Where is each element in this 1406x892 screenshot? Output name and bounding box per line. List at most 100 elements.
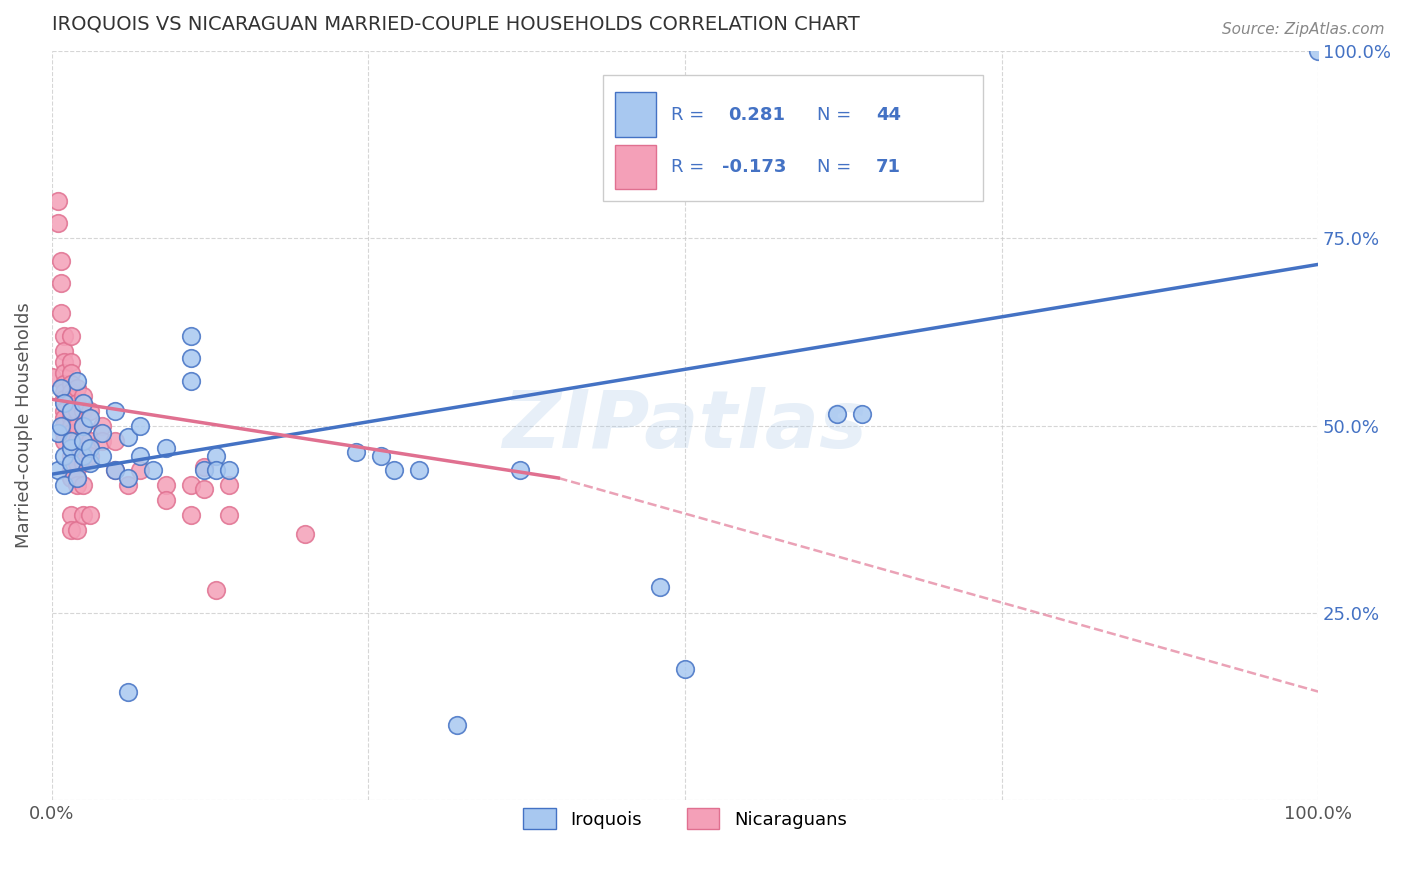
Bar bbox=[616, 92, 655, 137]
Point bbox=[79, 411, 101, 425]
Legend: Iroquois, Nicaraguans: Iroquois, Nicaraguans bbox=[516, 801, 853, 836]
Point bbox=[59, 456, 82, 470]
Point bbox=[205, 583, 228, 598]
Point bbox=[49, 253, 72, 268]
Point bbox=[66, 418, 89, 433]
Point bbox=[53, 396, 76, 410]
Text: -0.173: -0.173 bbox=[721, 158, 786, 176]
Point bbox=[509, 463, 531, 477]
Point bbox=[79, 449, 101, 463]
Point bbox=[66, 374, 89, 388]
Point bbox=[91, 434, 114, 448]
Point bbox=[59, 377, 82, 392]
Point bbox=[72, 434, 94, 448]
Text: N =: N = bbox=[817, 105, 856, 123]
Point bbox=[155, 478, 177, 492]
Point bbox=[72, 449, 94, 463]
FancyBboxPatch shape bbox=[603, 75, 983, 201]
Point bbox=[59, 463, 82, 477]
Bar bbox=[616, 145, 655, 189]
Point bbox=[104, 403, 127, 417]
Point bbox=[66, 403, 89, 417]
Point bbox=[294, 527, 316, 541]
Point bbox=[59, 384, 82, 399]
Point bbox=[117, 684, 139, 698]
Point bbox=[49, 381, 72, 395]
Point bbox=[193, 459, 215, 474]
Point bbox=[117, 471, 139, 485]
Text: 44: 44 bbox=[876, 105, 901, 123]
Point bbox=[66, 456, 89, 470]
Point bbox=[91, 425, 114, 440]
Point bbox=[218, 463, 240, 477]
Point bbox=[129, 449, 152, 463]
Point bbox=[53, 449, 76, 463]
Point bbox=[370, 449, 392, 463]
Point bbox=[59, 403, 82, 417]
Point bbox=[46, 425, 69, 440]
Point bbox=[59, 508, 82, 523]
Point bbox=[66, 449, 89, 463]
Point bbox=[648, 580, 671, 594]
Point bbox=[79, 508, 101, 523]
Point bbox=[59, 366, 82, 380]
Point bbox=[59, 418, 82, 433]
Point bbox=[59, 434, 82, 448]
Point bbox=[382, 463, 405, 477]
Point bbox=[142, 463, 165, 477]
Point bbox=[218, 478, 240, 492]
Point bbox=[59, 471, 82, 485]
Point bbox=[53, 478, 76, 492]
Point bbox=[46, 463, 69, 477]
Point bbox=[104, 434, 127, 448]
Point bbox=[46, 194, 69, 208]
Point bbox=[180, 328, 202, 343]
Point bbox=[91, 449, 114, 463]
Point bbox=[53, 392, 76, 407]
Text: ZIPatlas: ZIPatlas bbox=[502, 386, 868, 465]
Text: N =: N = bbox=[817, 158, 856, 176]
Text: 0.281: 0.281 bbox=[728, 105, 785, 123]
Point bbox=[66, 396, 89, 410]
Point bbox=[53, 355, 76, 369]
Point bbox=[446, 718, 468, 732]
Point bbox=[59, 392, 82, 407]
Point bbox=[673, 662, 696, 676]
Point bbox=[53, 377, 76, 392]
Point bbox=[180, 351, 202, 365]
Point bbox=[155, 493, 177, 508]
Point bbox=[104, 463, 127, 477]
Point bbox=[53, 434, 76, 448]
Point bbox=[180, 508, 202, 523]
Point bbox=[72, 388, 94, 402]
Point bbox=[825, 407, 848, 421]
Point bbox=[59, 441, 82, 455]
Point bbox=[79, 434, 101, 448]
Point bbox=[53, 328, 76, 343]
Point bbox=[59, 425, 82, 440]
Point bbox=[66, 478, 89, 492]
Point bbox=[59, 411, 82, 425]
Text: IROQUOIS VS NICARAGUAN MARRIED-COUPLE HOUSEHOLDS CORRELATION CHART: IROQUOIS VS NICARAGUAN MARRIED-COUPLE HO… bbox=[52, 15, 859, 34]
Point bbox=[72, 396, 94, 410]
Point bbox=[117, 478, 139, 492]
Point bbox=[851, 407, 873, 421]
Point bbox=[66, 524, 89, 538]
Point bbox=[79, 456, 101, 470]
Point bbox=[155, 441, 177, 455]
Point bbox=[79, 441, 101, 455]
Point bbox=[59, 328, 82, 343]
Point bbox=[79, 403, 101, 417]
Point bbox=[180, 374, 202, 388]
Point bbox=[72, 418, 94, 433]
Point bbox=[205, 449, 228, 463]
Point bbox=[53, 403, 76, 417]
Point bbox=[53, 343, 76, 358]
Point bbox=[218, 508, 240, 523]
Text: R =: R = bbox=[671, 158, 710, 176]
Point bbox=[180, 478, 202, 492]
Point bbox=[72, 418, 94, 433]
Point bbox=[53, 384, 76, 399]
Point bbox=[193, 482, 215, 496]
Point bbox=[91, 418, 114, 433]
